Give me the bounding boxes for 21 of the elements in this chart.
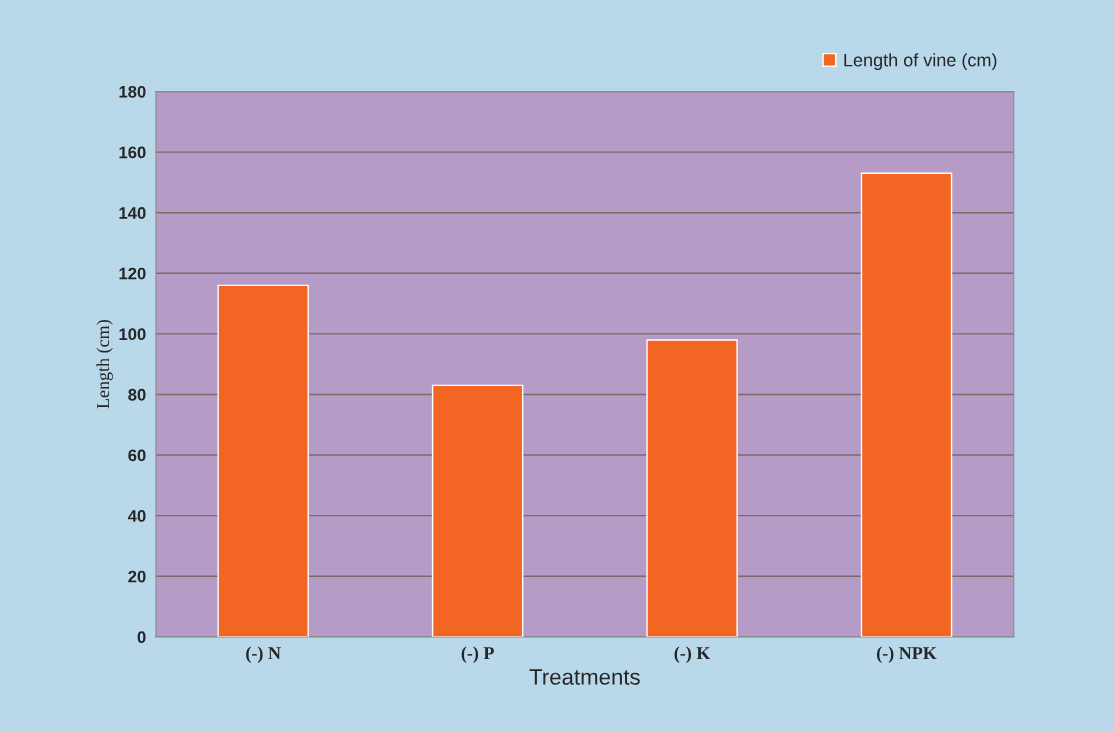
y-tick-label: 80 (128, 388, 146, 401)
bar (860, 172, 953, 637)
y-tick-label: 140 (119, 207, 146, 219)
x-tick-label: (-) NPK (876, 646, 937, 663)
x-tick-label: (-) K (674, 646, 711, 663)
legend-label: Length of vine (cm) (844, 53, 997, 71)
y-tick-label: 40 (127, 510, 146, 522)
x-tick-label: (-) P (461, 646, 494, 663)
bar (431, 384, 524, 637)
y-tick-label: 20 (128, 570, 146, 583)
bar (646, 339, 738, 637)
y-tick-label: 120 (119, 267, 146, 280)
x-axis-title: Treatments (529, 669, 640, 685)
y-tick-label: 60 (128, 449, 146, 462)
bar (217, 284, 309, 637)
x-tick-label: (-) N (246, 646, 281, 663)
y-tick-label: 180 (119, 85, 146, 98)
y-tick-label: 0 (137, 631, 146, 644)
y-axis-title: Length (cm) (96, 320, 113, 409)
y-tick-label: 100 (119, 328, 146, 341)
y-tick-label: 160 (119, 146, 146, 159)
